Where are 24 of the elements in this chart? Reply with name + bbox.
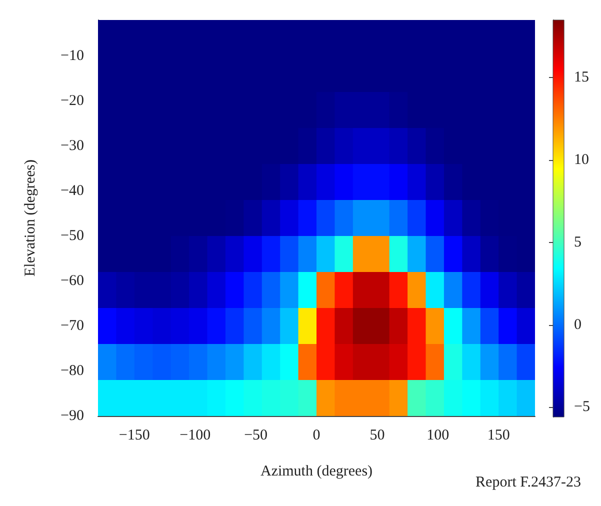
y-tick-label: −20 [60,93,84,109]
y-tick-label: −10 [60,48,84,64]
y-tick-label: −30 [60,138,84,154]
y-tick-label: −40 [60,183,84,199]
y-tick-label: −60 [60,273,84,289]
y-tick-label: −70 [60,318,84,334]
color-bar-label: −5 [574,399,590,416]
x-axis-title: Azimuth (degrees) [260,464,373,480]
y-axis-title: Elevation (degrees) [22,159,38,277]
x-tick-label: 50 [370,428,385,444]
x-tick-label: 0 [312,428,320,444]
color-bar-label: 0 [574,316,582,333]
color-bar-label: 10 [574,152,590,168]
y-tick-label: −90 [60,408,84,424]
y-tick-label: −50 [60,228,84,244]
x-tick-label: 150 [487,428,510,444]
x-tick-label: −150 [118,428,150,444]
color-bar-label: 15 [574,70,590,86]
y-tick-label: −80 [60,363,84,379]
x-tick-label: 100 [426,428,450,444]
x-tick-label: −50 [244,428,268,444]
text: Report F.2437-23 [476,474,582,490]
x-tick-label: −100 [180,428,211,444]
color-bar-label: 5 [574,234,582,250]
